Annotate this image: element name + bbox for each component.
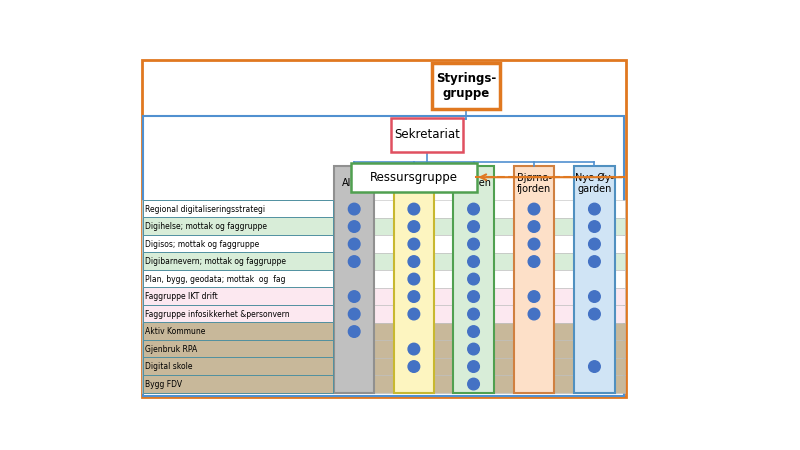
Circle shape — [348, 203, 360, 215]
Text: Ressursgruppe: Ressursgruppe — [370, 171, 458, 184]
FancyBboxPatch shape — [334, 166, 374, 393]
Circle shape — [408, 291, 420, 302]
Circle shape — [408, 361, 420, 372]
Bar — [142, 200, 625, 218]
FancyBboxPatch shape — [350, 162, 477, 192]
Text: Regional digitaliseringsstrategi: Regional digitaliseringsstrategi — [145, 205, 265, 214]
Circle shape — [468, 273, 479, 285]
FancyBboxPatch shape — [142, 217, 334, 236]
Bar — [142, 358, 625, 375]
Text: Digisos; mottak og faggruppe: Digisos; mottak og faggruppe — [145, 239, 259, 248]
Text: Bjørna-
fjorden: Bjørna- fjorden — [517, 172, 551, 194]
Text: Faggruppe infosikkerhet &personvern: Faggruppe infosikkerhet &personvern — [145, 310, 290, 319]
Bar — [142, 235, 625, 253]
Text: Askøy: Askøy — [399, 178, 428, 189]
Circle shape — [468, 291, 479, 302]
Text: Nye Øy-
garden: Nye Øy- garden — [575, 172, 614, 194]
Circle shape — [408, 203, 420, 215]
Circle shape — [348, 308, 360, 320]
Text: Digihelse; mottak og faggruppe: Digihelse; mottak og faggruppe — [145, 222, 267, 231]
Circle shape — [348, 256, 360, 267]
Text: Gjenbruk RPA: Gjenbruk RPA — [145, 345, 197, 354]
Circle shape — [348, 326, 360, 338]
FancyBboxPatch shape — [574, 166, 614, 393]
FancyBboxPatch shape — [391, 118, 463, 152]
FancyBboxPatch shape — [432, 63, 500, 109]
Circle shape — [589, 361, 600, 372]
Circle shape — [408, 273, 420, 285]
FancyBboxPatch shape — [142, 340, 334, 358]
FancyBboxPatch shape — [394, 166, 434, 393]
Circle shape — [348, 221, 360, 232]
Bar — [142, 323, 625, 340]
FancyBboxPatch shape — [142, 305, 334, 323]
Bar — [142, 288, 625, 305]
Circle shape — [528, 221, 540, 232]
Text: Sekretariat: Sekretariat — [394, 128, 460, 141]
Bar — [142, 305, 625, 323]
Circle shape — [589, 308, 600, 320]
FancyBboxPatch shape — [142, 322, 334, 341]
Circle shape — [468, 221, 479, 232]
Circle shape — [589, 221, 600, 232]
Circle shape — [408, 221, 420, 232]
Circle shape — [468, 378, 479, 390]
Text: Alver: Alver — [342, 178, 366, 189]
Circle shape — [468, 256, 479, 267]
Circle shape — [589, 203, 600, 215]
Circle shape — [468, 361, 479, 372]
Bar — [142, 218, 625, 235]
FancyBboxPatch shape — [142, 200, 334, 218]
FancyBboxPatch shape — [142, 357, 334, 376]
Circle shape — [468, 308, 479, 320]
Circle shape — [528, 256, 540, 267]
FancyBboxPatch shape — [142, 288, 334, 306]
FancyBboxPatch shape — [142, 252, 334, 271]
Bar — [142, 253, 625, 270]
Circle shape — [408, 308, 420, 320]
FancyBboxPatch shape — [142, 270, 334, 288]
FancyBboxPatch shape — [142, 375, 334, 393]
Text: Digital skole: Digital skole — [145, 362, 193, 371]
Circle shape — [468, 343, 479, 355]
Text: Styrings-
gruppe: Styrings- gruppe — [436, 72, 496, 100]
Circle shape — [589, 256, 600, 267]
Circle shape — [528, 291, 540, 302]
Circle shape — [348, 238, 360, 250]
Text: Digibarnevern; mottak og faggruppe: Digibarnevern; mottak og faggruppe — [145, 257, 286, 266]
Circle shape — [468, 238, 479, 250]
Text: Bergen: Bergen — [456, 178, 491, 189]
Circle shape — [528, 308, 540, 320]
Circle shape — [528, 203, 540, 215]
FancyBboxPatch shape — [514, 166, 554, 393]
Bar — [142, 375, 625, 393]
Circle shape — [408, 343, 420, 355]
Circle shape — [348, 291, 360, 302]
Text: Plan, bygg, geodata; mottak  og  fag: Plan, bygg, geodata; mottak og fag — [145, 274, 286, 284]
Circle shape — [468, 326, 479, 338]
FancyBboxPatch shape — [142, 235, 334, 253]
Text: Bygg FDV: Bygg FDV — [145, 379, 182, 388]
Circle shape — [408, 238, 420, 250]
FancyBboxPatch shape — [454, 166, 494, 393]
Text: Aktiv Kommune: Aktiv Kommune — [145, 327, 206, 336]
Text: Faggruppe IKT drift: Faggruppe IKT drift — [145, 292, 218, 301]
Circle shape — [589, 291, 600, 302]
Circle shape — [468, 203, 479, 215]
Circle shape — [408, 256, 420, 267]
Bar — [142, 340, 625, 358]
Circle shape — [589, 238, 600, 250]
Bar — [142, 270, 625, 288]
Circle shape — [528, 238, 540, 250]
